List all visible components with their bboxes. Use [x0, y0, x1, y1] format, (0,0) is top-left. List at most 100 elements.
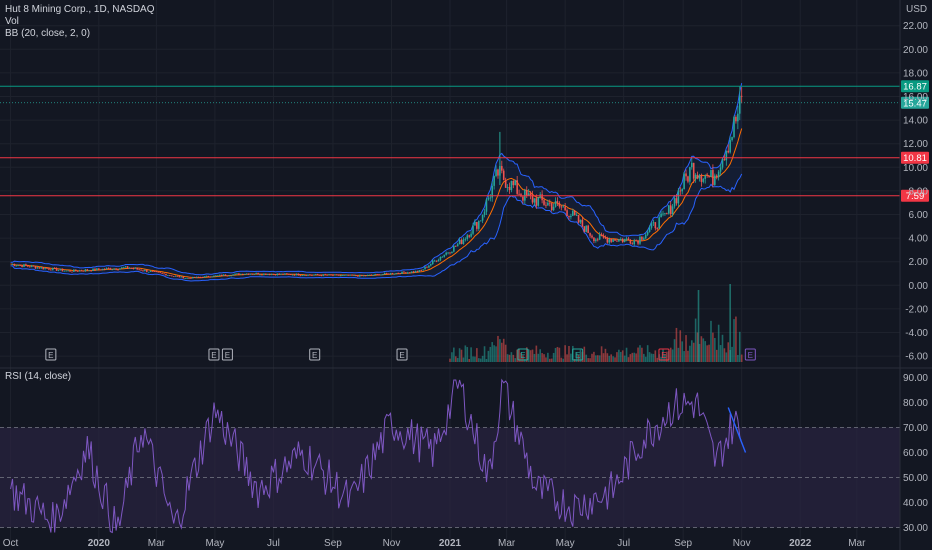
earnings-marker[interactable]: [744, 348, 756, 361]
volume-bar: [554, 347, 557, 362]
earnings-marker-label: E: [399, 351, 404, 360]
volume-bar: [664, 354, 666, 362]
volume-bar: [731, 346, 733, 362]
candle-body: [272, 274, 275, 275]
candle-body: [307, 274, 309, 276]
volume-bar: [568, 345, 570, 362]
earnings-marker[interactable]: [517, 348, 529, 361]
candle-body: [683, 173, 685, 190]
candle-body: [677, 190, 680, 204]
candle-body: [458, 239, 461, 245]
volume-bar: [518, 349, 520, 362]
candle-body: [147, 271, 150, 273]
volume-bar: [468, 358, 470, 362]
earnings-marker[interactable]: [221, 348, 233, 361]
rsi-legend[interactable]: RSI (14, close): [5, 371, 72, 382]
level-price-tag[interactable]: [901, 151, 929, 164]
level-price-tag[interactable]: [901, 96, 929, 109]
candle-body: [616, 240, 618, 242]
candle-body: [188, 278, 190, 279]
volume-bar: [575, 353, 578, 362]
earnings-marker[interactable]: [396, 348, 408, 361]
candle-body: [263, 273, 265, 275]
level-price-tag[interactable]: [901, 80, 929, 93]
candle-body: [159, 272, 162, 274]
rsi-axis[interactable]: 90.00 80.00 70.00 60.00 50.00 40.00 30.00: [903, 373, 928, 534]
rsi-tick-label: 40.00: [903, 498, 928, 509]
candle-body: [481, 214, 484, 221]
symbol-title[interactable]: Hut 8 Mining Corp., 1D, NASDAQ: [5, 4, 155, 15]
candle-body: [733, 116, 735, 138]
candle-body: [359, 275, 361, 277]
price-axis[interactable]: 22.00 20.00 18.00 16.00 14.00 12.00 10.00 8.00 6…: [903, 21, 928, 362]
candle-body: [382, 274, 384, 276]
candle-body: [339, 275, 342, 277]
candle-body: [637, 240, 639, 244]
bollinger-legend[interactable]: BB (20, close, 2, 0): [5, 28, 91, 39]
earnings-marker[interactable]: [45, 348, 57, 361]
candle-body: [74, 269, 77, 271]
candle-body: [696, 174, 699, 179]
candle-body: [735, 116, 737, 122]
level-price-tag[interactable]: [901, 189, 929, 202]
candle-body: [362, 275, 365, 277]
volume-bar: [458, 348, 461, 362]
volume-bar: [508, 354, 511, 362]
horizontal-levels[interactable]: 16.87 15.47 10.81 7.59: [0, 80, 929, 202]
candle-body: [314, 274, 317, 275]
candle-body: [140, 269, 142, 271]
volume-bar: [671, 349, 674, 362]
rsi-trend-line[interactable]: [727, 407, 747, 453]
earnings-marker[interactable]: [658, 348, 670, 361]
candle-body: [92, 268, 94, 271]
candle-body: [253, 274, 256, 275]
candle-body: [692, 162, 695, 179]
candle-body: [98, 268, 100, 270]
candle-body: [36, 267, 39, 269]
volume-bar: [451, 352, 453, 362]
volume-bar: [625, 347, 628, 362]
volume-bar: [499, 339, 501, 362]
candle-body: [311, 274, 313, 276]
earnings-marker[interactable]: [309, 348, 321, 361]
candle-body: [332, 274, 334, 276]
volume-bar: [723, 348, 726, 362]
candle-body: [548, 202, 551, 204]
rsi-pane[interactable]: [0, 378, 900, 534]
candle-body: [715, 175, 718, 178]
volume-bar: [633, 352, 636, 362]
candle-body: [598, 234, 601, 240]
candle-body: [581, 219, 584, 227]
candle-body: [501, 166, 503, 171]
earnings-marker[interactable]: [208, 348, 220, 361]
candle-body: [138, 269, 140, 271]
candle-body: [368, 274, 371, 276]
candle-body: [550, 203, 553, 211]
time-axis[interactable]: Oct 2020 Mar May Jul Sep Nov 2021 Mar May Jul Sep No…: [3, 538, 866, 549]
candle-body: [245, 273, 248, 275]
candle-body: [286, 273, 288, 275]
candle-body: [88, 270, 91, 272]
candle-body: [240, 273, 242, 275]
volume-bar: [520, 352, 522, 362]
price-tick-label: 2.00: [909, 257, 929, 268]
volume-legend[interactable]: Vol: [5, 16, 19, 27]
candle-body: [366, 274, 369, 276]
price-tick-label: -4.00: [905, 328, 928, 339]
candle-body: [454, 245, 457, 247]
candle-body: [543, 200, 545, 205]
candle-body: [295, 273, 298, 276]
earnings-marker[interactable]: [572, 348, 584, 361]
candle-body: [485, 199, 488, 212]
volume-bar: [648, 352, 651, 362]
candle-body: [497, 169, 499, 176]
volume-bar: [675, 327, 678, 362]
price-tick-label: 12.00: [903, 139, 928, 150]
time-tick-label: May: [556, 538, 575, 549]
candle-body: [34, 266, 37, 269]
candle-body: [355, 275, 357, 276]
candle-body: [134, 267, 137, 269]
